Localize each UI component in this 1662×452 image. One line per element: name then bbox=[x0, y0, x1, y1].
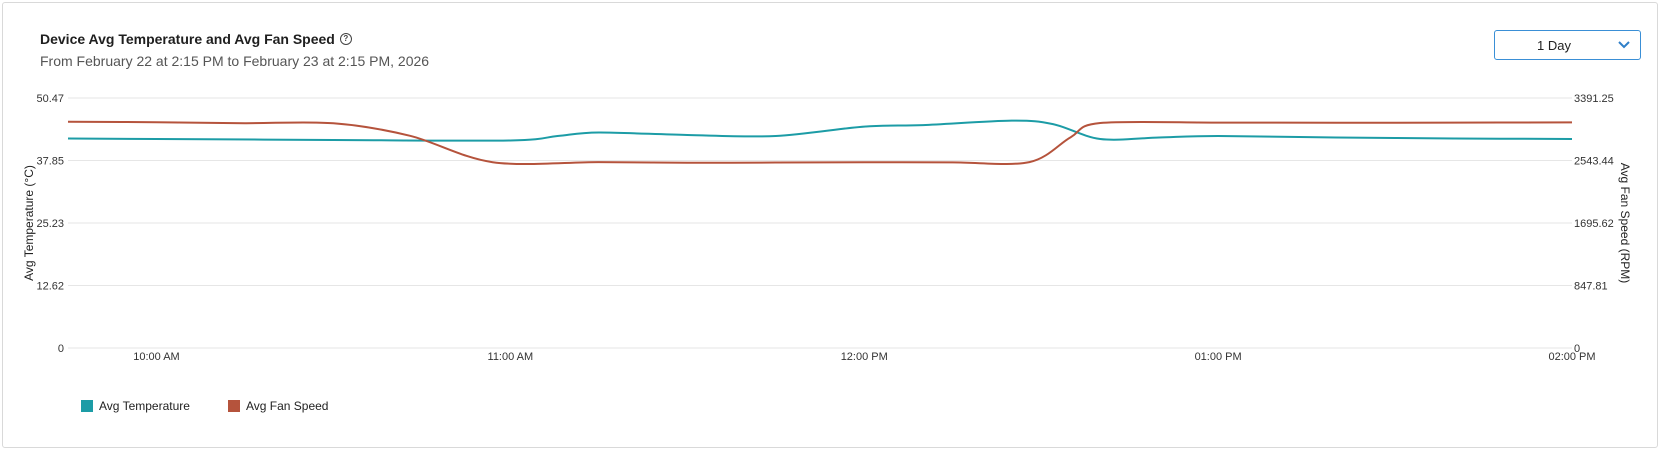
chart-title: Device Avg Temperature and Avg Fan Speed… bbox=[40, 31, 352, 47]
legend-swatch-temperature bbox=[81, 400, 93, 412]
y-left-tick-label: 37.85 bbox=[36, 156, 64, 168]
x-tick-label: 01:00 PM bbox=[1195, 351, 1242, 363]
time-range-dropdown[interactable]: 1 Day bbox=[1494, 30, 1641, 60]
x-tick-label: 12:00 PM bbox=[841, 351, 888, 363]
chart-legend: Avg Temperature Avg Fan Speed bbox=[81, 399, 328, 413]
y-left-tick-label: 25.23 bbox=[36, 218, 64, 230]
x-tick-label: 10:00 AM bbox=[133, 351, 179, 363]
x-tick-label: 11:00 AM bbox=[488, 351, 534, 363]
legend-label-temperature: Avg Temperature bbox=[99, 399, 190, 413]
x-tick-label: 02:00 PM bbox=[1548, 351, 1595, 363]
legend-label-fan-speed: Avg Fan Speed bbox=[245, 399, 329, 413]
y-right-tick-label: 2543.44 bbox=[1574, 156, 1614, 168]
legend-item-temperature[interactable]: Avg Temperature bbox=[81, 399, 190, 413]
legend-item-fan-speed[interactable]: Avg Fan Speed bbox=[227, 399, 329, 413]
y-right-tick-label: 0 bbox=[1574, 343, 1580, 355]
y-left-tick-label: 50.47 bbox=[36, 93, 64, 105]
time-range-value: 1 Day bbox=[1537, 38, 1571, 53]
chevron-down-icon bbox=[1618, 41, 1630, 49]
chart-subtitle: From February 22 at 2:15 PM to February … bbox=[40, 53, 430, 69]
y-left-axis-label: Avg Temperature (°C) bbox=[22, 165, 36, 281]
y-right-tick-label: 847.81 bbox=[1574, 281, 1608, 293]
y-right-tick-label: 3391.25 bbox=[1574, 93, 1614, 105]
legend-swatch-fan-speed bbox=[227, 400, 240, 412]
series-line-avg-temperature bbox=[67, 119, 1573, 142]
y-right-tick-label: 1695.62 bbox=[1574, 218, 1614, 230]
y-left-tick-label: 12.62 bbox=[36, 281, 64, 293]
question-circle-icon[interactable]: ? bbox=[339, 33, 352, 45]
series-line-avg-fan-speed bbox=[67, 120, 1573, 166]
y-right-axis-label: Avg Fan Speed (RPM) bbox=[1618, 163, 1632, 284]
y-left-tick-label: 0 bbox=[58, 343, 64, 355]
chart-title-text: Device Avg Temperature and Avg Fan Speed bbox=[40, 31, 335, 47]
